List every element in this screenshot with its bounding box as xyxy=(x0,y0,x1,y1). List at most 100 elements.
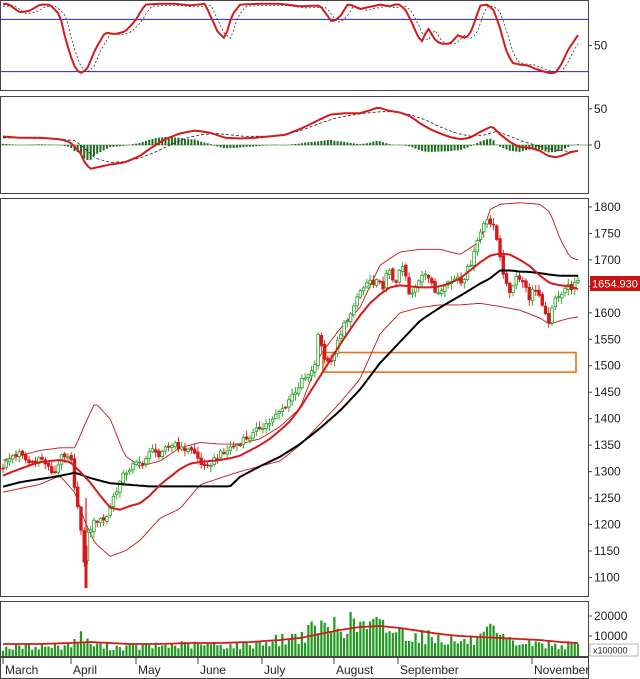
candle-body xyxy=(404,264,408,277)
month-label: March xyxy=(5,663,38,677)
candle-body xyxy=(173,442,177,447)
candle-body xyxy=(543,305,548,315)
candle-body xyxy=(306,374,311,379)
candle-body xyxy=(553,297,557,307)
price-tick-label: 1600 xyxy=(594,306,621,320)
candle-body xyxy=(504,273,509,284)
candle-body xyxy=(24,454,28,461)
candle-body xyxy=(319,335,324,347)
candle-body xyxy=(179,446,184,450)
candle-body xyxy=(358,290,363,298)
candle-body xyxy=(124,472,129,475)
candle-body xyxy=(436,292,441,295)
candle-body xyxy=(355,296,359,306)
candle-body xyxy=(508,282,512,293)
candle-body xyxy=(576,280,580,283)
axis-labels: 5050018001750170016501600155015001450140… xyxy=(2,39,628,677)
price-tick-label: 1150 xyxy=(594,544,620,558)
candle-body xyxy=(410,292,415,295)
candle-body xyxy=(261,427,265,430)
candle-body xyxy=(517,275,522,280)
candle-body xyxy=(397,269,402,283)
candle-body xyxy=(115,491,119,496)
candle-body xyxy=(102,517,106,521)
price-tick-label: 1500 xyxy=(594,359,621,373)
candle-body xyxy=(157,450,161,458)
candle-body xyxy=(222,452,226,454)
candle-body xyxy=(475,239,479,253)
candle-body xyxy=(530,288,535,301)
volume-unit-box xyxy=(589,643,639,657)
candle-body xyxy=(163,446,168,452)
candle-body xyxy=(111,495,116,507)
candle-body xyxy=(84,545,88,589)
candle-body xyxy=(326,357,330,362)
price-tick-label: 1700 xyxy=(594,253,621,267)
macd-signal-line xyxy=(3,111,578,163)
candle-body xyxy=(166,445,171,448)
candle-body xyxy=(365,282,369,288)
candle-body xyxy=(244,436,249,440)
candle-body xyxy=(556,296,561,299)
candle-body xyxy=(511,285,515,293)
candle-body xyxy=(69,455,73,461)
candle-body xyxy=(309,370,314,377)
month-label: August xyxy=(336,663,374,677)
candle-body xyxy=(514,275,518,286)
volume-tick-label: 20000 xyxy=(594,609,628,623)
candle-body xyxy=(345,320,350,322)
candle-body xyxy=(277,411,281,415)
candle-body xyxy=(98,517,103,524)
candle-body xyxy=(394,280,398,283)
candle-body xyxy=(322,343,327,360)
candle-body xyxy=(89,529,93,533)
macd-tick-label: 50 xyxy=(594,102,608,116)
candle-body xyxy=(443,285,447,292)
month-label: September xyxy=(400,663,459,677)
moving-average-20 xyxy=(2,252,579,511)
candle-body xyxy=(46,462,51,467)
candle-body xyxy=(267,422,272,426)
candle-body xyxy=(160,450,164,457)
price-tick-label: 1400 xyxy=(594,412,621,426)
candle-body xyxy=(381,281,385,290)
candle-body xyxy=(339,334,343,340)
candle-body xyxy=(527,286,531,301)
candle-body xyxy=(66,456,70,459)
candle-body xyxy=(547,313,551,324)
price-tick-label: 1350 xyxy=(594,438,621,452)
candle-body xyxy=(384,272,389,289)
candle-body xyxy=(202,463,207,466)
candle-body xyxy=(387,269,392,275)
candle-body xyxy=(254,427,259,432)
candle-body xyxy=(118,480,122,493)
candle-body xyxy=(14,453,18,457)
candle-body xyxy=(218,450,223,459)
candle-body xyxy=(348,313,353,323)
candle-body xyxy=(183,447,187,452)
candle-body xyxy=(482,222,486,233)
candle-body xyxy=(563,287,567,294)
price-tick-label: 1800 xyxy=(594,200,621,214)
candle-body xyxy=(176,441,181,450)
candle-body xyxy=(79,506,83,531)
candle-body xyxy=(56,464,60,473)
candle-body xyxy=(137,461,142,464)
candle-body xyxy=(352,305,356,316)
candle-body xyxy=(423,273,428,276)
candle-body xyxy=(140,462,145,466)
price-series xyxy=(1,202,580,589)
candle-body xyxy=(283,406,288,409)
candle-body xyxy=(540,293,544,306)
candle-body xyxy=(257,426,262,430)
candle-body xyxy=(186,448,190,452)
volume-panel xyxy=(0,601,589,657)
candle-body xyxy=(491,223,496,226)
candle-body xyxy=(209,465,213,468)
price-tick-label: 1100 xyxy=(594,570,620,584)
candle-body xyxy=(131,463,135,471)
candle-body xyxy=(537,289,541,296)
candle-body xyxy=(189,447,194,451)
candle-body xyxy=(144,458,148,465)
